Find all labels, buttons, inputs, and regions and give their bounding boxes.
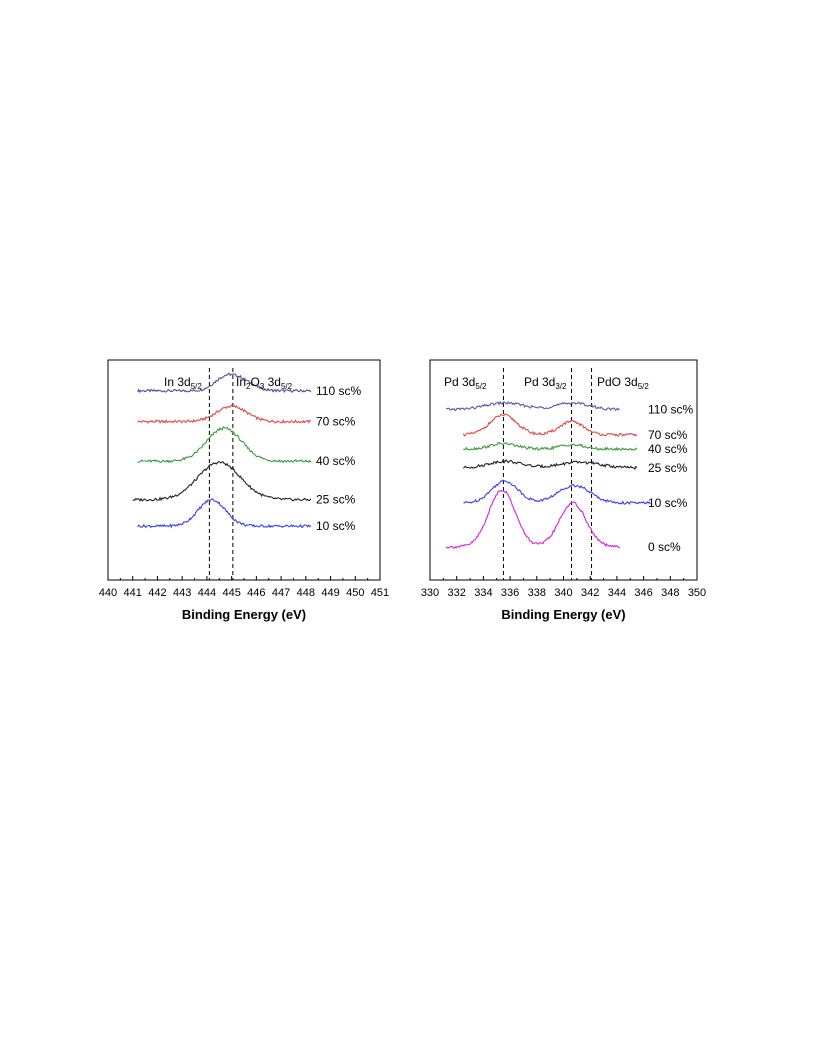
x-tick-label: 350 xyxy=(688,587,706,599)
x-tick-label: 348 xyxy=(661,587,679,599)
series-line-25sc xyxy=(462,458,638,470)
series-label: 40 sc% xyxy=(316,454,356,468)
x-tick-label: 449 xyxy=(321,587,339,599)
x-tick-label: 445 xyxy=(222,587,240,599)
x-tick-label: 447 xyxy=(272,587,290,599)
x-axis-label: Binding Energy (eV) xyxy=(501,607,625,622)
x-tick-label: 336 xyxy=(501,587,519,599)
x-tick-label: 441 xyxy=(124,587,142,599)
series-label: 110 sc% xyxy=(648,403,693,417)
series-label: 40 sc% xyxy=(648,442,688,456)
reference-line-label: Pd 3d3/2 xyxy=(524,375,567,391)
series-label: 110 sc% xyxy=(316,384,361,398)
x-tick-label: 346 xyxy=(634,587,652,599)
series-label: 10 sc% xyxy=(648,496,688,510)
x-tick-label: 443 xyxy=(173,587,191,599)
series-label: 25 sc% xyxy=(648,461,688,475)
reference-line-label: PdO 3d5/2 xyxy=(597,375,649,391)
series-line-70sc xyxy=(137,404,312,424)
series-line-110sc xyxy=(445,400,620,412)
chart-panel-1: 440 441 442 443 444 445 446 447 448 449 450 451 Bind… xyxy=(99,359,389,622)
reference-line-label: Pd 3d5/2 xyxy=(444,375,487,391)
x-tick-label: 332 xyxy=(448,587,466,599)
reference-line-label: In 3d5/2 xyxy=(164,375,202,391)
chart-panel-2: 330 332 334 336 338 340 342 344 346 348 350 Binding… xyxy=(421,359,706,622)
series-label: 0 sc% xyxy=(648,540,681,554)
series-line-110sc xyxy=(137,372,312,394)
x-tick-label: 342 xyxy=(581,587,599,599)
series-line-10sc xyxy=(463,479,651,505)
series-label: 70 sc% xyxy=(316,415,356,429)
x-tick-label: 340 xyxy=(554,587,572,599)
x-tick-label: 446 xyxy=(247,587,265,599)
x-tick-label: 330 xyxy=(421,587,439,599)
x-tick-label: 338 xyxy=(528,587,546,599)
series-line-0sc xyxy=(445,489,621,549)
series-label: 10 sc% xyxy=(316,519,356,533)
x-axis-label: Binding Energy (eV) xyxy=(182,607,306,622)
x-tick-label: 448 xyxy=(297,587,315,599)
x-tick-label: 451 xyxy=(371,587,389,599)
series-line-25sc xyxy=(132,460,312,502)
x-tick-label: 442 xyxy=(148,587,166,599)
series-line-10sc xyxy=(137,498,312,529)
x-tick-label: 444 xyxy=(198,587,216,599)
series-label: 25 sc% xyxy=(316,493,356,507)
x-tick-label: 344 xyxy=(608,587,626,599)
series-line-70sc xyxy=(462,413,638,437)
reference-line-label: In2O3 3d5/2 xyxy=(236,375,293,391)
series-line-40sc xyxy=(463,441,638,452)
series-line-40sc xyxy=(137,426,312,464)
series-label: 70 sc% xyxy=(648,428,688,442)
x-tick-label: 334 xyxy=(474,587,492,599)
x-tick-label: 440 xyxy=(99,587,117,599)
x-tick-label: 450 xyxy=(346,587,364,599)
